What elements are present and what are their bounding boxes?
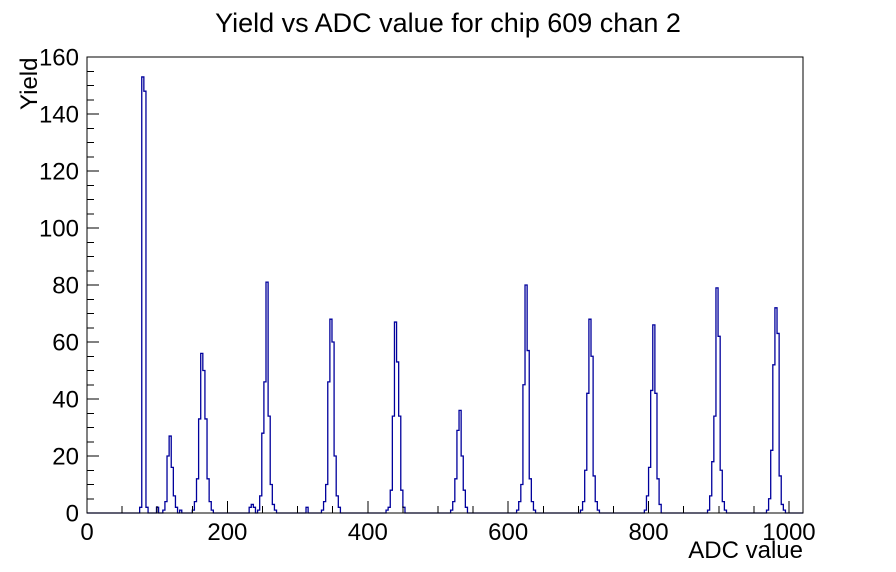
histogram-line	[87, 76, 803, 514]
x-tick-label: 600	[488, 519, 528, 546]
x-axis-title: ADC value	[688, 537, 803, 564]
y-tick-label: 100	[39, 215, 79, 242]
y-tick-label: 140	[39, 101, 79, 128]
y-tick-label: 60	[52, 329, 79, 356]
chart-title: Yield vs ADC value for chip 609 chan 2	[215, 8, 681, 38]
y-tick-label: 20	[52, 443, 79, 470]
x-tick-label: 0	[80, 519, 93, 546]
plot-frame	[86, 56, 804, 514]
y-tick-label: 40	[52, 386, 79, 413]
y-tick-label: 160	[39, 44, 79, 71]
y-tick-label: 120	[39, 158, 79, 185]
x-tick-label: 800	[629, 519, 669, 546]
x-tick-label: 200	[207, 519, 247, 546]
y-tick-label: 0	[66, 500, 79, 527]
y-tick-label: 80	[52, 272, 79, 299]
x-tick-label: 400	[348, 519, 388, 546]
x-tick-label: 1000	[762, 519, 815, 546]
